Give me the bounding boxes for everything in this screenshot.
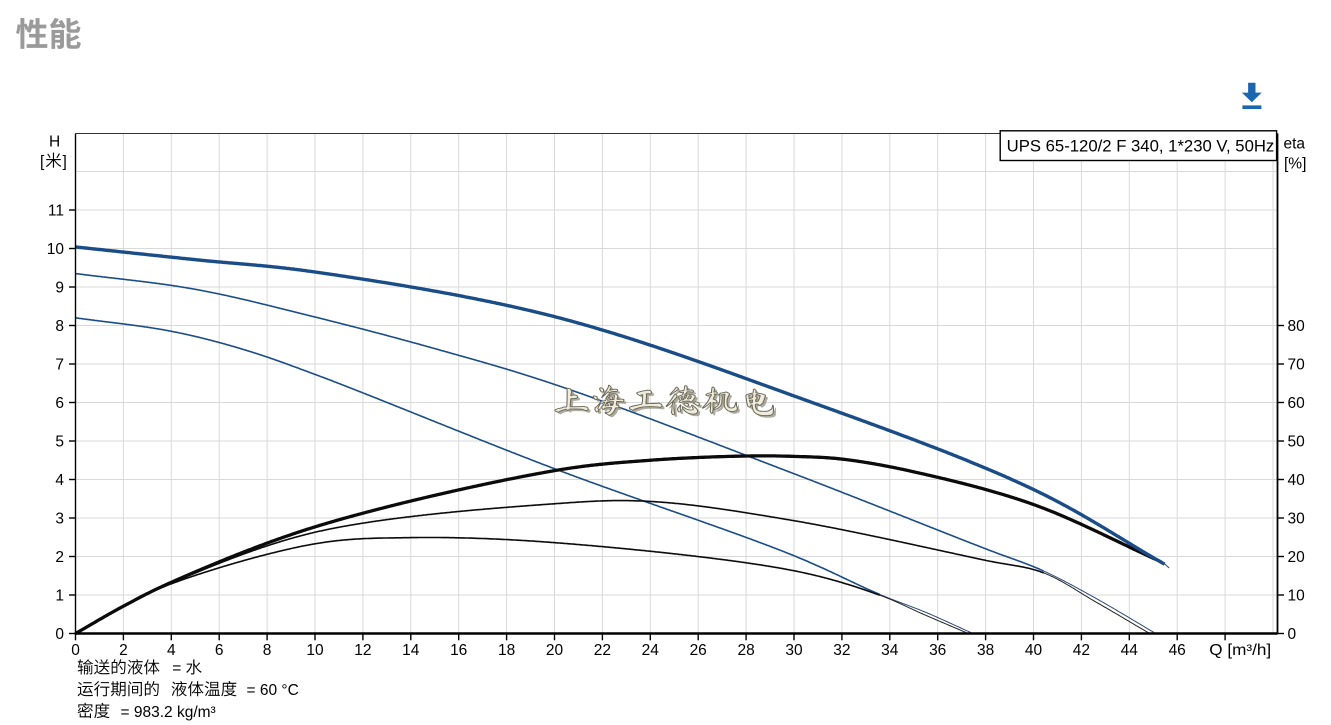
svg-text:10: 10 <box>306 642 324 659</box>
svg-text:40: 40 <box>1288 472 1306 489</box>
svg-text:7: 7 <box>55 356 64 373</box>
svg-text:46: 46 <box>1169 642 1186 659</box>
svg-text:32: 32 <box>833 642 850 659</box>
svg-text:80: 80 <box>1288 318 1306 335</box>
svg-text:11: 11 <box>48 202 64 219</box>
svg-text:8: 8 <box>55 318 64 335</box>
svg-text:44: 44 <box>1121 642 1139 659</box>
svg-text:2: 2 <box>119 642 128 659</box>
svg-text:9: 9 <box>55 279 64 296</box>
svg-text:]: ] <box>63 154 67 171</box>
svg-text:20: 20 <box>546 642 564 659</box>
svg-text:24: 24 <box>642 642 660 659</box>
svg-text:26: 26 <box>690 642 707 659</box>
svg-text:2: 2 <box>55 549 64 566</box>
svg-text:14: 14 <box>402 642 420 659</box>
svg-text:8: 8 <box>263 642 272 659</box>
svg-text:10: 10 <box>1288 587 1306 604</box>
svg-text:H: H <box>49 134 60 151</box>
svg-text:60: 60 <box>1288 395 1306 412</box>
svg-text:30: 30 <box>1288 510 1306 527</box>
svg-text:42: 42 <box>1073 642 1090 659</box>
svg-text:[%]: [%] <box>1284 156 1306 173</box>
svg-text:12: 12 <box>354 642 371 659</box>
svg-text:4: 4 <box>55 472 64 489</box>
svg-text:34: 34 <box>881 642 899 659</box>
svg-text:70: 70 <box>1288 356 1306 373</box>
svg-text:= 983.2 kg/m³: = 983.2 kg/m³ <box>121 704 216 721</box>
svg-text:22: 22 <box>594 642 611 659</box>
svg-text:0: 0 <box>1288 626 1297 643</box>
svg-text:36: 36 <box>929 642 946 659</box>
svg-text:20: 20 <box>1288 549 1306 566</box>
svg-text:= 60 °C: = 60 °C <box>247 682 299 699</box>
svg-text:0: 0 <box>55 626 64 643</box>
svg-text:40: 40 <box>1025 642 1043 659</box>
svg-text:5: 5 <box>55 433 64 450</box>
svg-text:16: 16 <box>450 642 467 659</box>
svg-text:0: 0 <box>71 642 80 659</box>
svg-text:30: 30 <box>785 642 803 659</box>
svg-text:6: 6 <box>55 395 64 412</box>
svg-text:[: [ <box>40 154 45 171</box>
svg-text:38: 38 <box>977 642 994 659</box>
svg-text:eta: eta <box>1284 136 1306 153</box>
svg-text:6: 6 <box>215 642 224 659</box>
svg-text:Q [m³/h]: Q [m³/h] <box>1209 642 1271 659</box>
svg-text:10: 10 <box>47 241 65 258</box>
svg-text:4: 4 <box>167 642 176 659</box>
svg-text:UPS 65-120/2 F 340, 1*230 V, 5: UPS 65-120/2 F 340, 1*230 V, 50Hz <box>1007 138 1275 156</box>
svg-text:18: 18 <box>498 642 515 659</box>
svg-text:3: 3 <box>55 510 64 527</box>
svg-text:50: 50 <box>1288 433 1306 450</box>
svg-text:=: = <box>172 660 181 677</box>
svg-text:1: 1 <box>55 587 64 604</box>
svg-text:28: 28 <box>737 642 754 659</box>
